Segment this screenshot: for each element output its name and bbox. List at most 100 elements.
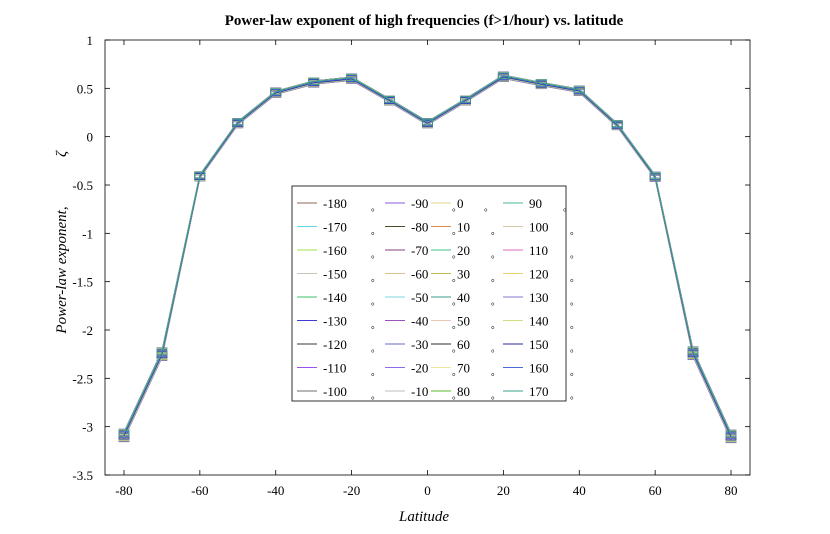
data-point [497,72,509,80]
legend-degree: ° [452,325,456,335]
legend-item-50: 50° [431,314,495,335]
legend-item--180: -180 ° [297,196,375,217]
legend-label: -70 [411,243,428,258]
legend-item-130: 130 ° [503,290,574,311]
legend-degree: ° [452,254,456,264]
x-tick-label: -80 [115,483,132,498]
legend-item--50: -50 ° [385,290,456,311]
y-tick-label: -0.5 [72,178,93,193]
legend-degree: ° [452,301,456,311]
legend-item--40: -40 ° [385,314,456,335]
legend-item-60: 60° [431,337,495,358]
legend-degree: ° [570,395,574,405]
legend-item--80: -80 ° [385,220,456,241]
y-axis-label: Power-law exponent, ζ [54,150,70,335]
legend-label: -170 [323,220,347,235]
legend-item-170: 170 ° [503,384,574,405]
legend-degree: ° [371,254,375,264]
legend-label: -150 [323,267,347,282]
x-axis-label: Latitude [398,509,449,525]
legend-label: -20 [411,361,428,376]
legend-degree: ° [491,372,495,382]
legend-degree: ° [491,301,495,311]
ticks-layer: -80 -60 -40 -20 0 20 40 60 80 -3.5 -3 -2.5 -2 -1.5 -1 -… [72,33,750,498]
legend-degree: ° [484,207,488,217]
legend-items: -180 ° -170 ° -160 ° -150 ° -140 ° -130 ° -120 ° -110 °… [297,196,574,405]
legend-label: 120 [529,267,549,282]
x-tick-label: -20 [343,483,360,498]
x-tick-label: 0 [424,483,431,498]
legend-label: 160 [529,361,549,376]
data-point [422,118,433,126]
legend-label: 30 [457,267,470,282]
legend-label: 150 [529,337,549,352]
legend-item-0: 0° [431,196,488,217]
data-point [270,88,282,96]
data-point [725,430,737,438]
legend-degree: ° [570,254,574,264]
y-tick-label: -1 [82,226,93,241]
legend-degree: ° [491,278,495,288]
data-point [460,95,471,103]
legend-label: 110 [529,243,548,258]
legend-item-150: 150 ° [503,337,574,358]
legend-item--170: -170 ° [297,220,375,241]
legend-degree: ° [570,278,574,288]
legend-item-30: 30° [431,267,495,288]
legend-item--140: -140 ° [297,290,375,311]
legend-item-40: 40° [431,290,495,311]
legend-item--30: -30 ° [385,337,456,358]
legend-degree: ° [570,372,574,382]
legend-item--20: -20 ° [385,361,456,382]
chart-title: Power-law exponent of high frequencies (… [225,13,624,29]
legend-label: -10 [411,384,428,399]
x-tick-label: 60 [649,483,662,498]
y-axis-label-text: Power-law exponent, [54,206,70,334]
legend-degree: ° [452,231,456,241]
data-point [308,78,320,85]
legend-item--70: -70 ° [385,243,456,264]
series-layer [118,71,737,444]
legend-label: -50 [411,290,428,305]
legend-box [291,185,567,402]
legend-degree: ° [491,254,495,264]
data-point [611,120,623,128]
legend-degree: ° [371,372,375,382]
legend: -180 ° -170 ° -160 ° -150 ° -140 ° -130 ° -120 ° -110 °… [291,185,574,405]
axes-frame [104,39,751,476]
legend-degree: ° [452,278,456,288]
y-tick-label: -3 [82,420,93,435]
legend-item--120: -120 ° [297,337,375,358]
legend-label: -120 [323,337,347,352]
legend-degree: ° [570,348,574,358]
y-tick-label: 0.5 [77,81,93,96]
legend-degree: ° [491,395,495,405]
x-tick-label: 80 [725,483,738,498]
legend-item-120: 120 ° [503,267,574,288]
legend-label: 100 [529,220,549,235]
legend-degree: ° [371,231,375,241]
legend-label: 170 [529,384,549,399]
data-point [156,348,168,356]
data-point [118,429,130,437]
data-point [535,79,547,87]
data-point [232,118,244,126]
legend-label: 60 [457,337,470,352]
legend-label: 130 [529,290,549,305]
x-tick-label: 20 [497,483,510,498]
legend-item--130: -130 ° [297,314,375,335]
y-tick-label: -2.5 [72,371,93,386]
legend-label: -80 [411,220,428,235]
data-point [384,95,395,103]
y-tick-label: -3.5 [72,468,93,483]
legend-item--150: -150 ° [297,267,375,288]
legend-label: 70 [457,361,470,376]
y-tick-label: 0 [87,130,94,145]
legend-degree: ° [371,395,375,405]
legend-item-10: 10° [431,220,495,241]
legend-degree: ° [563,207,567,217]
legend-degree: ° [452,348,456,358]
legend-degree: ° [371,348,375,358]
legend-item--100: -100 ° [297,384,375,405]
legend-label: -40 [411,314,428,329]
